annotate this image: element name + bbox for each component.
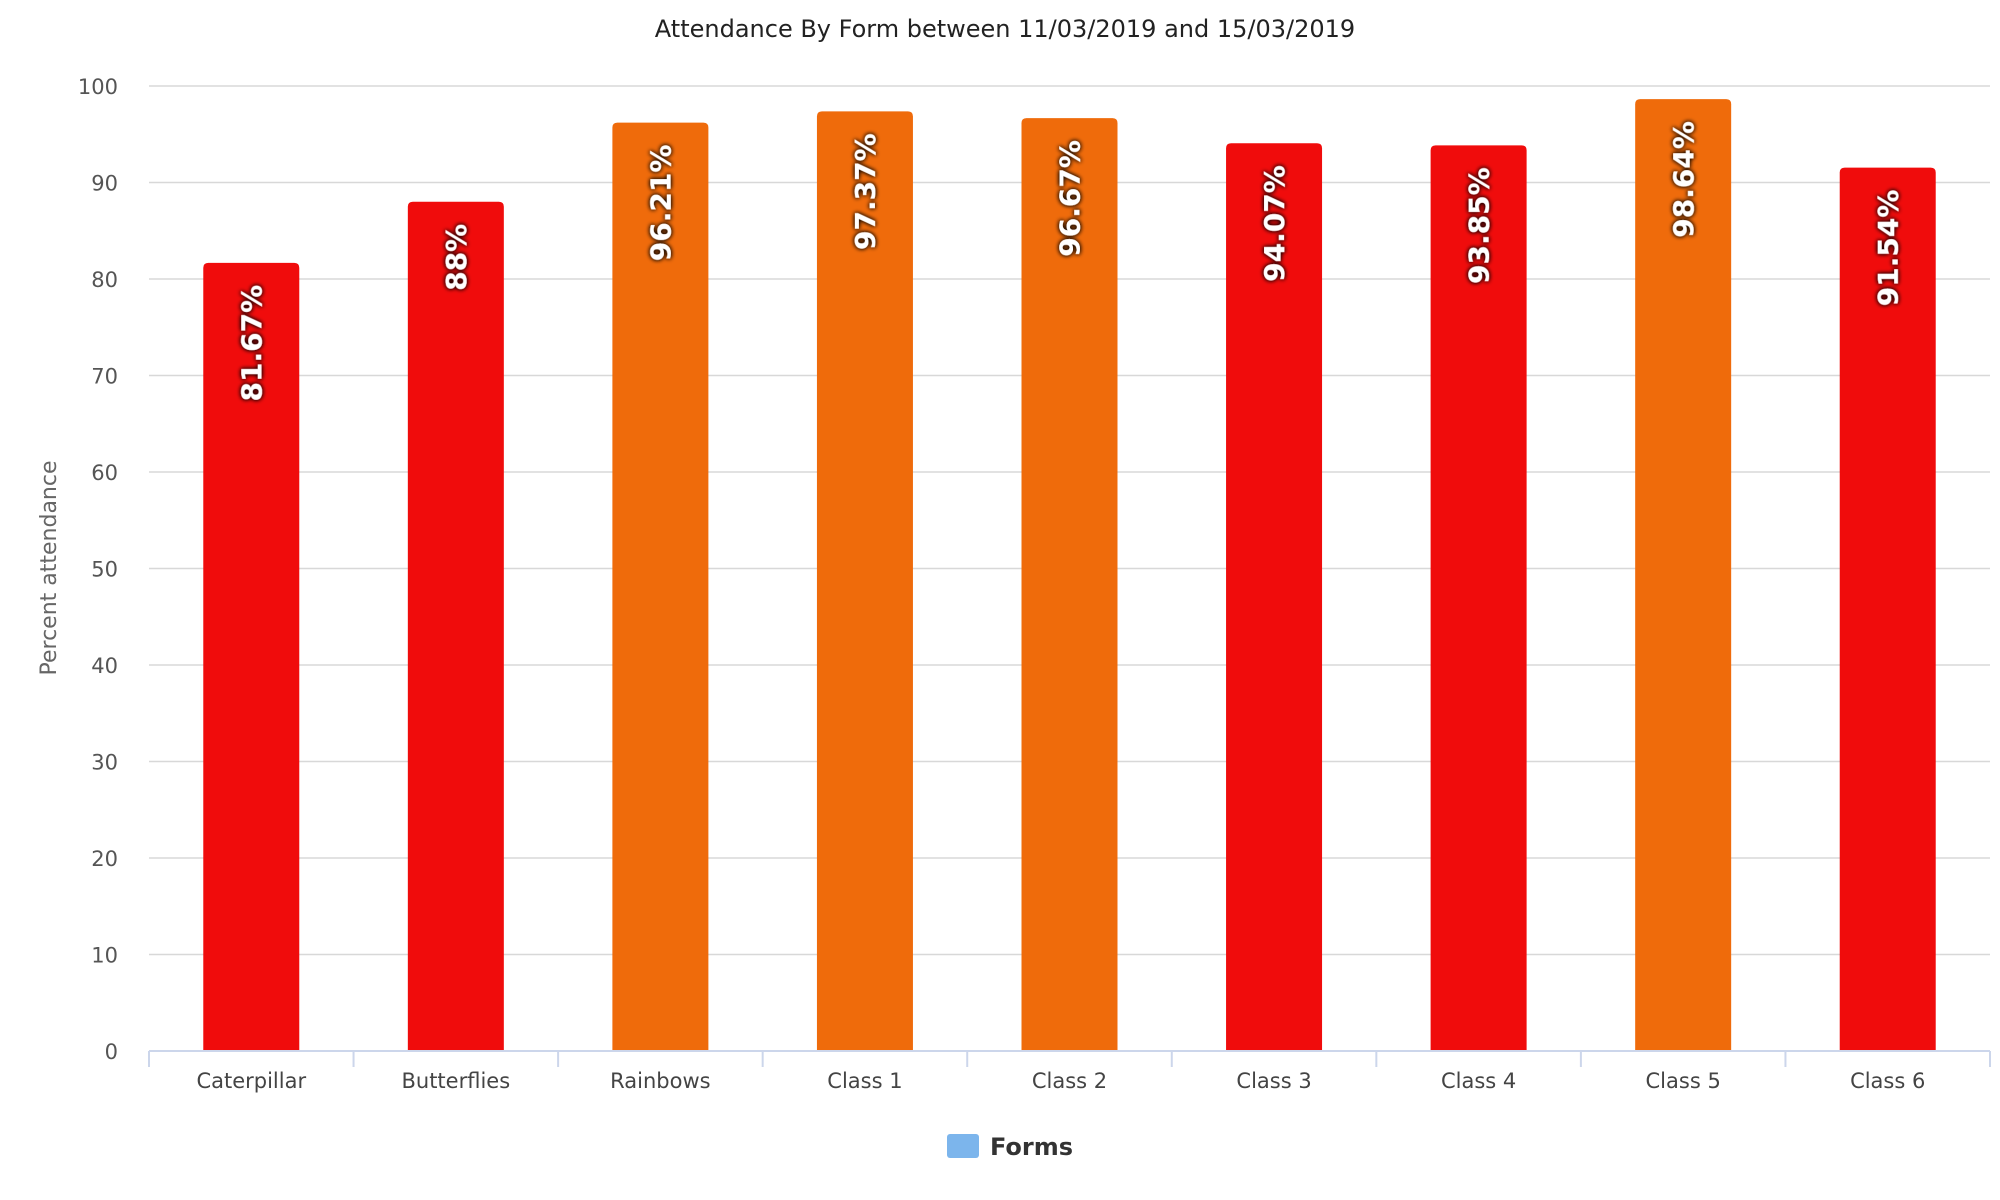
x-tick-label-class-5: Class 5 [1646,1069,1721,1093]
y-axis-ticks: 0 10 20 30 40 50 60 70 80 90 100 [78,75,118,1064]
bar-caterpillar[interactable] [203,262,300,1051]
data-label-class-2: 96.67% [1054,140,1087,257]
y-tick-label-30: 30 [91,751,118,775]
x-tick-label-class-4: Class 4 [1441,1069,1516,1093]
data-label-class-3: 94.07% [1258,165,1291,282]
data-label-class-5: 98.64% [1667,121,1700,238]
bar-class-4[interactable] [1430,145,1527,1051]
y-tick-label-90: 90 [91,172,118,196]
legend[interactable]: Forms [947,1133,1073,1161]
bar-rainbows[interactable] [612,122,709,1052]
bars [203,99,1936,1052]
data-label-class-4: 93.85% [1463,167,1496,284]
y-tick-label-40: 40 [91,654,118,678]
y-tick-label-0: 0 [105,1040,118,1064]
bar-class-1[interactable] [816,111,913,1051]
x-tick-label-caterpillar: Caterpillar [196,1069,306,1093]
y-tick-label-100: 100 [78,75,118,99]
data-label-rainbows: 96.21% [644,145,677,262]
x-tick-label-butterflies: Butterflies [401,1069,510,1093]
legend-swatch [947,1134,979,1158]
x-tick-label-class-3: Class 3 [1236,1069,1311,1093]
x-axis-ticks: Caterpillar Butterflies Rainbows Class 1 Cla… [196,1069,1925,1093]
y-tick-label-80: 80 [91,268,118,292]
bar-class-6[interactable] [1839,167,1936,1051]
bar-butterflies[interactable] [407,201,504,1052]
chart-title: Attendance By Form between 11/03/2019 an… [655,15,1355,43]
data-label-class-1: 97.37% [849,133,882,250]
y-tick-label-70: 70 [91,365,118,389]
bar-class-3[interactable] [1226,143,1323,1052]
y-axis-label: Percent attendance [37,460,62,675]
y-tick-label-60: 60 [91,461,118,485]
bar-class-5[interactable] [1635,99,1732,1051]
y-tick-label-50: 50 [91,558,118,582]
x-axis-tick-marks [148,1051,1991,1067]
y-tick-label-20: 20 [91,847,118,871]
bar-class-2[interactable] [1021,118,1118,1051]
legend-label: Forms [990,1133,1073,1161]
data-label-class-6: 91.54% [1872,190,1905,307]
y-tick-label-10: 10 [91,944,118,968]
x-tick-label-rainbows: Rainbows [610,1069,710,1093]
data-label-butterflies: 88% [440,224,473,291]
data-label-caterpillar: 81.67% [235,285,268,402]
x-tick-label-class-6: Class 6 [1850,1069,1925,1093]
x-tick-label-class-2: Class 2 [1032,1069,1107,1093]
x-tick-label-class-1: Class 1 [827,1069,902,1093]
data-labels: 81.67% 88% 96.21% 97.37% 96.67% 94.07% 93.85% 9… [235,121,1904,401]
